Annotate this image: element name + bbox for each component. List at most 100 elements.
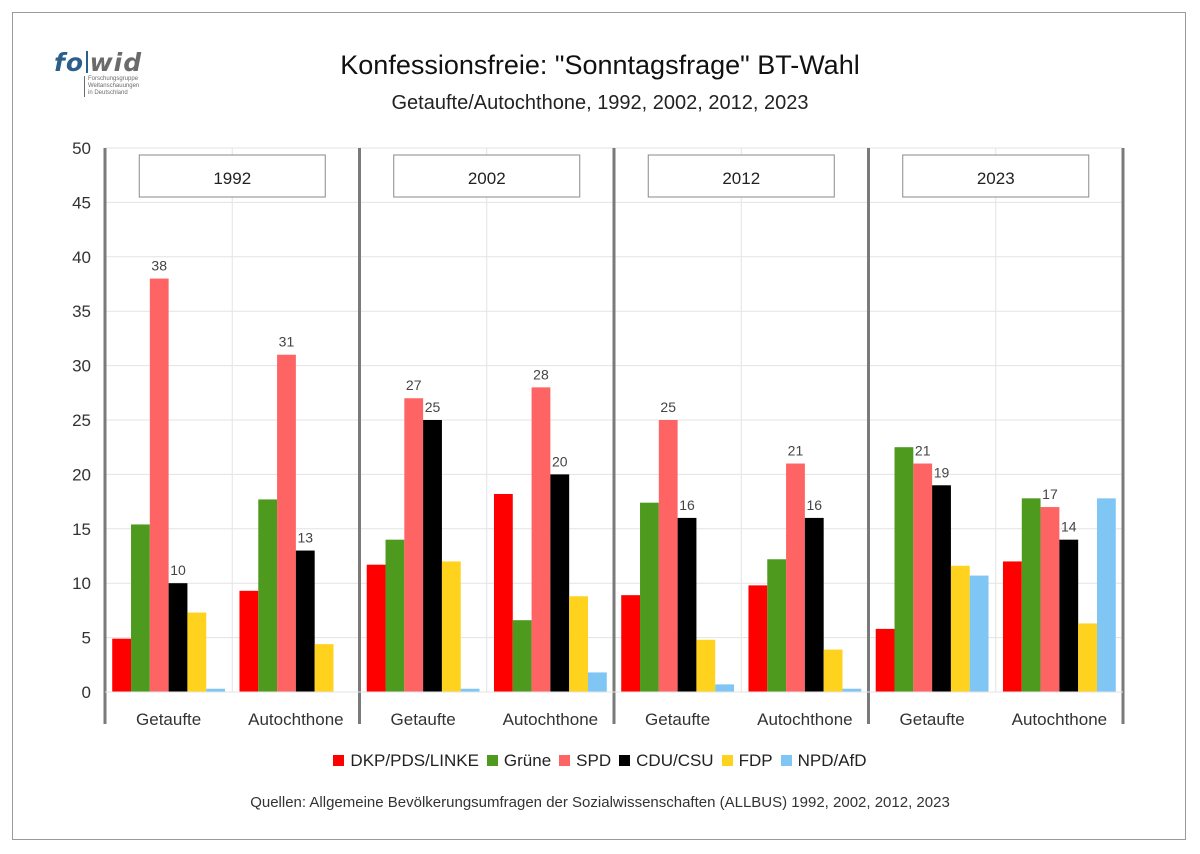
legend-swatch: [333, 755, 345, 766]
bar: [295, 550, 315, 692]
bar: [621, 595, 641, 692]
bar: [658, 420, 678, 692]
bar: [969, 575, 989, 692]
bar-data-label: 20: [552, 453, 568, 469]
bar-data-label: 17: [1042, 486, 1058, 502]
bar: [1059, 539, 1079, 692]
y-tick-label: 40: [72, 248, 91, 267]
panel-year-label: 2012: [722, 169, 760, 188]
bar: [587, 672, 607, 692]
legend-item: DKP/PDS/LINKE: [333, 751, 479, 771]
y-tick-label: 0: [82, 683, 91, 702]
bar: [314, 644, 334, 692]
bar: [842, 688, 862, 692]
bar-data-label: 21: [915, 443, 931, 459]
chart-subtitle: Getaufte/Autochthone, 1992, 2002, 2012, …: [391, 92, 809, 114]
legend-item: CDU/CSU: [619, 751, 714, 771]
bar-data-label: 27: [406, 377, 422, 393]
y-tick-label: 30: [72, 357, 91, 376]
legend-label: DKP/PDS/LINKE: [350, 751, 479, 770]
bar: [1078, 623, 1097, 692]
x-category-label: Getaufte: [900, 710, 965, 729]
bar: [258, 499, 278, 692]
y-tick-label: 20: [72, 465, 91, 484]
logo-tagline-line: Weltanschauungen: [88, 83, 140, 89]
bar: [875, 628, 895, 692]
panel-year-label: 2023: [977, 169, 1015, 188]
bar: [423, 420, 442, 692]
bar-data-label: 19: [934, 464, 950, 480]
bar-data-label: 28: [533, 366, 549, 382]
y-tick-label: 15: [72, 520, 91, 539]
bar: [112, 638, 132, 692]
bar-data-label: 13: [297, 530, 313, 546]
y-tick-label: 10: [72, 574, 91, 593]
bar: [767, 559, 787, 692]
panel-year-box: [393, 154, 581, 198]
bar: [894, 447, 914, 692]
bar: [715, 684, 735, 692]
legend-label: SPD: [576, 751, 612, 770]
logo-wordmark: fo wid: [54, 48, 142, 77]
bar: [804, 517, 824, 692]
legend-swatch: [721, 755, 733, 766]
panel-year-box: [138, 154, 326, 198]
bar: [187, 612, 207, 692]
chart-legend: DKP/PDS/LINKE Grüne SPD CDU/CSU FDP NPD/AfD: [0, 751, 1200, 771]
y-tick-label: 50: [72, 139, 91, 158]
chart-title: Konfessionsfreie: "Sonntagsfrage" BT-Wah…: [340, 50, 860, 80]
bar-data-label: 10: [170, 562, 186, 578]
x-category-label: Autochthone: [1012, 710, 1107, 729]
bar: [550, 474, 570, 692]
bar: [206, 688, 226, 692]
bar-data-label: 14: [1061, 519, 1077, 535]
legend-swatch: [780, 755, 792, 766]
bar: [531, 387, 551, 692]
bar: [823, 649, 843, 692]
bar-data-label: 21: [788, 443, 804, 459]
bar: [569, 596, 588, 692]
bar: [913, 463, 933, 692]
bar: [1002, 561, 1022, 692]
legend-item: SPD: [559, 751, 611, 771]
bar-data-label: 31: [279, 334, 295, 350]
bar: [168, 583, 188, 692]
legend-item: FDP: [721, 751, 773, 771]
source-note: Quellen: Allgemeine Bevölkerungsumfragen…: [250, 794, 950, 811]
panel-year-label: 2002: [468, 169, 506, 188]
x-category-label: Autochthone: [757, 710, 852, 729]
bar: [950, 565, 970, 692]
legend-label: FDP: [738, 751, 773, 770]
bar: [460, 688, 480, 692]
logo-tagline-line: Forschungsgruppe: [88, 76, 139, 82]
y-tick-label: 25: [72, 411, 91, 430]
bar: [404, 398, 424, 692]
y-tick-label: 45: [72, 193, 91, 212]
bar: [932, 485, 951, 692]
bar: [640, 502, 659, 692]
y-tick-label: 35: [72, 302, 91, 321]
bar: [149, 278, 169, 692]
legend-label: Grüne: [503, 751, 552, 770]
logo-tagline-line: in Deutschland: [88, 90, 128, 96]
legend-label: NPD/AfD: [797, 751, 867, 770]
x-category-label: Getaufte: [645, 710, 710, 729]
x-category-label: Getaufte: [136, 710, 201, 729]
bar: [1040, 507, 1060, 692]
bar: [696, 639, 716, 692]
legend-swatch: [559, 755, 571, 766]
logo-tagline: Forschungsgruppe Weltanschauungen in Deu…: [84, 76, 168, 97]
legend-swatch: [486, 755, 498, 766]
fowid-logo: fo wid Forschungsgruppe Weltanschauungen …: [54, 48, 164, 118]
bar: [277, 354, 296, 692]
x-category-label: Getaufte: [391, 710, 456, 729]
x-category-label: Autochthone: [248, 710, 343, 729]
legend-swatch: [619, 755, 631, 766]
legend-item: NPD/AfD: [780, 751, 867, 771]
legend-label: CDU/CSU: [636, 751, 714, 770]
bar: [677, 517, 697, 692]
bar: [131, 524, 150, 692]
legend-item: Grüne: [486, 751, 552, 771]
panel-year-label: 1992: [213, 169, 251, 188]
